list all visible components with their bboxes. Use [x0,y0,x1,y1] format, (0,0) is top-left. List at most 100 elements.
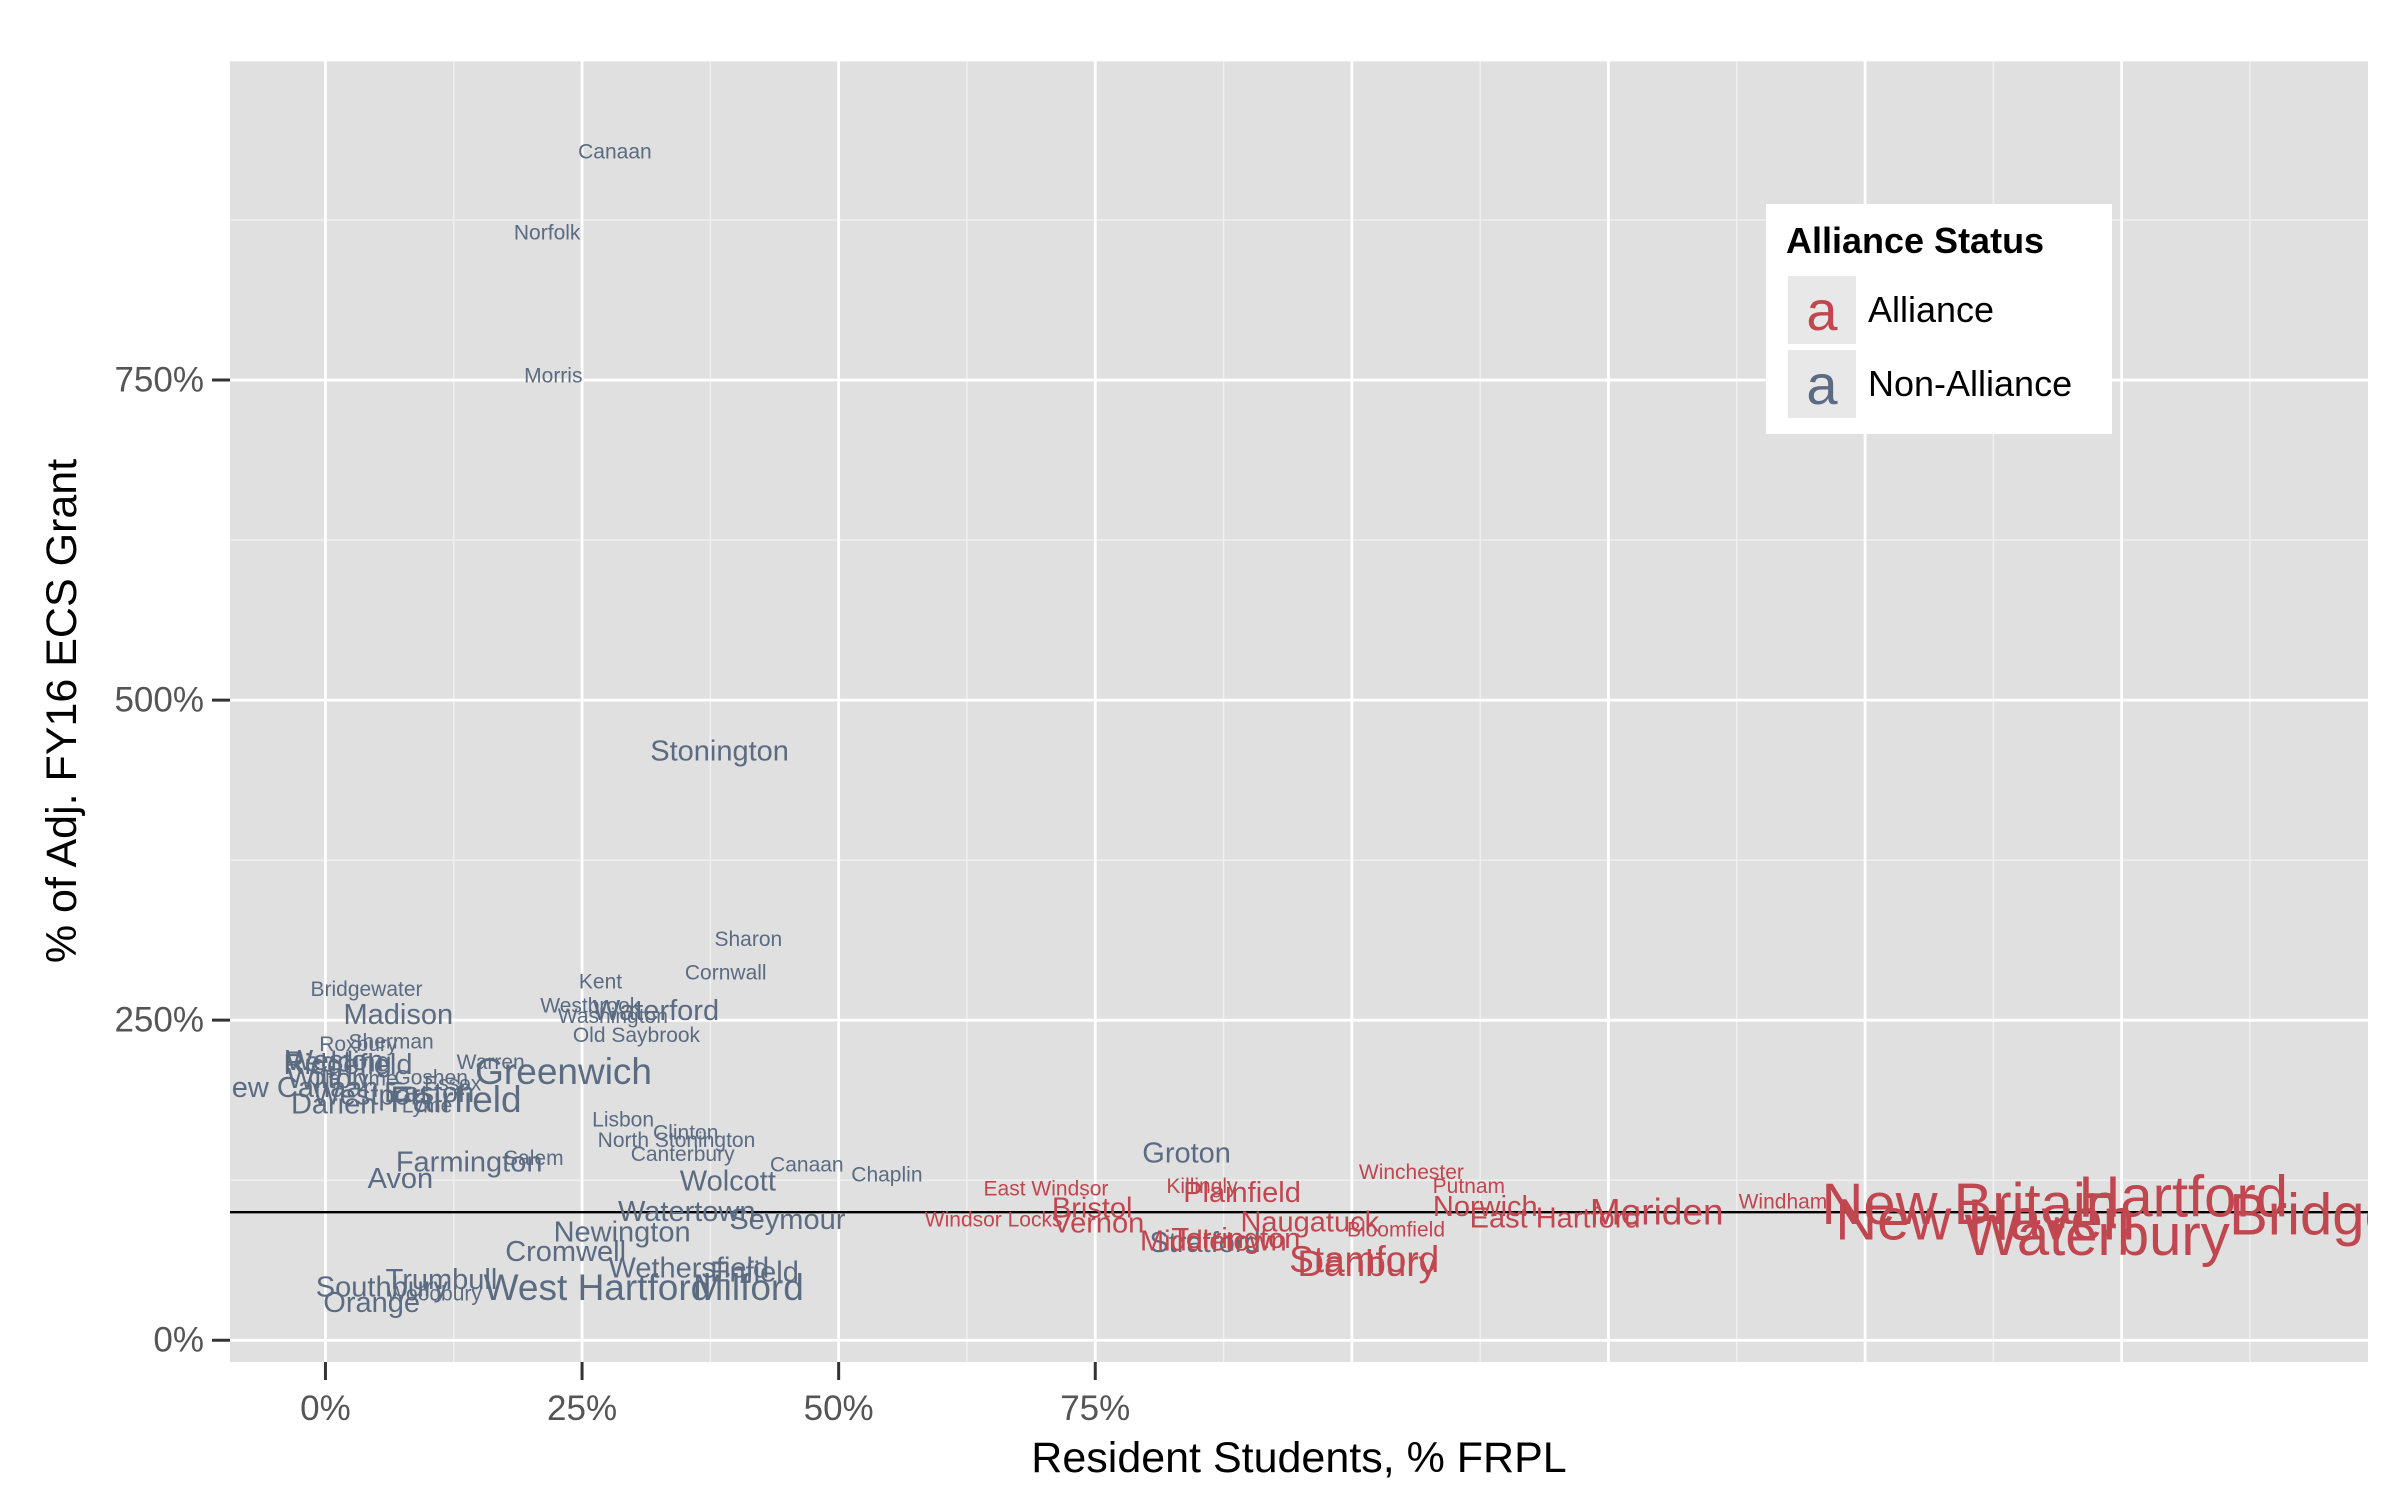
x-axis-title: Resident Students, % FRPL [1031,1434,1566,1482]
point-label: Weston [286,1045,384,1077]
point-label: Stratford [1149,1227,1260,1259]
point-label: Seymour [729,1204,845,1236]
point-label: Bloomfield [1347,1219,1445,1242]
y-tick-label: 750% [114,361,204,400]
point-label: Plainfield [1183,1177,1301,1209]
point-label: Essex [424,1073,482,1096]
point-label: Bristol [1052,1192,1133,1224]
point-label: Sharon [714,928,782,951]
point-label: Westbrook [540,995,640,1018]
point-label: Fairfield [390,1079,522,1120]
point-label: New Canaan [211,1072,379,1104]
x-tick-label: 25% [547,1389,617,1428]
point-label: Salem [504,1147,564,1170]
point-label: Kent [579,970,622,993]
point-label: Greenwich [475,1051,652,1092]
point-label: Naugatuck [1240,1206,1379,1238]
point-label: Hartford [2078,1164,2288,1229]
point-label: Enfield [710,1256,799,1288]
point-label: Torrington [1171,1223,1300,1255]
point-label: East Windsor [984,1178,1109,1201]
point-label: Putnam [1433,1175,1505,1198]
point-label: Newington [554,1217,691,1249]
y-axis: 0% 250% 500% 750% [114,361,230,1360]
point-label: Avon [368,1163,434,1195]
point-label: Darien [291,1089,376,1121]
point-label: Killingly [1166,1175,1238,1198]
point-label: Chaplin [851,1164,922,1187]
point-label: Morris [524,365,582,388]
point-label: Lisbon [592,1109,654,1132]
x-tick-label: 50% [804,1389,874,1428]
point-label: Norfolk [514,221,581,244]
point-label: Roxbury [319,1033,398,1056]
point-label: Cromwell [505,1236,626,1268]
point-label: Orange [323,1287,420,1319]
point-label: Warren [457,1051,525,1074]
point-label: Sherman [349,1030,434,1053]
point-label: Old Saybrook [573,1024,701,1047]
point-label: Windsor Locks [925,1208,1063,1231]
point-label: New Britain [1821,1172,2118,1237]
point-label: North Stonington [598,1129,756,1152]
legend-key-non-alliance [1788,350,1856,418]
y-tick-label: 0% [153,1321,204,1360]
major-gridlines [230,58,2368,1362]
y-tick-label: 250% [114,1001,204,1040]
point-label: Clinton [653,1121,718,1144]
point-label: Canterbury [631,1143,735,1166]
point-label: Goshen [394,1066,468,1089]
legend-key-alliance [1788,276,1856,344]
point-labels: Canaan Norfolk Morris Stonington Sharon Cornw… [211,141,2400,1319]
point-label: Vernon [1052,1208,1144,1240]
x-tick-label: 0% [300,1389,351,1428]
point-label: Groton [1142,1137,1231,1169]
point-label: Farmington [396,1146,543,1178]
point-label: Danbury [1297,1243,1437,1284]
legend-title: Alliance Status [1786,220,2044,261]
x-axis: 0% 25% 50% 75% [300,1362,1130,1428]
point-label: Canaan [578,141,652,164]
point-label: Bridgewater [310,978,422,1001]
point-label: Wolcott [680,1165,776,1197]
point-label: Trumbull [386,1264,498,1296]
point-label: Old Lyme [309,1068,398,1091]
legend-label-non-alliance: Non-Alliance [1868,363,2072,404]
point-label: Easton [384,1077,474,1109]
point-label: Watertown [618,1196,756,1228]
point-label: Stamford [1289,1239,1439,1280]
point-label: Wilton [287,1063,368,1095]
point-label: Middletown [1140,1226,1287,1258]
y-tick-label: 500% [114,681,204,720]
point-label: East Hartford [1470,1203,1641,1235]
point-label: Canaan [770,1153,844,1176]
legend: Alliance Status a Alliance a Non-Allianc… [1766,204,2112,434]
point-label: Windham [1739,1190,1828,1213]
minor-gridlines [230,60,2368,1362]
point-label: Westport [313,1080,429,1112]
point-label: Stonington [650,735,789,767]
point-label: West Hartford [484,1267,712,1308]
point-label: Wethersfield [608,1253,769,1285]
legend-glyph-alliance: a [1806,279,1838,342]
point-label: Meriden [1590,1192,1724,1233]
point-label: New Haven [1835,1187,2135,1252]
point-label: Woodbury [387,1283,483,1306]
point-label: Norwich [1433,1191,1538,1223]
point-label: Winchester [1359,1161,1464,1184]
point-label: Washington [558,1005,668,1028]
point-label: Madison [344,999,454,1031]
point-label: Cornwall [685,961,767,984]
point-label: Southbury [316,1272,449,1304]
legend-glyph-non-alliance: a [1806,353,1838,416]
point-label: Redding [284,1046,392,1078]
point-label: Ridgefield [284,1049,413,1081]
x-tick-label: 75% [1060,1389,1130,1428]
point-label: Waterbury [1964,1203,2229,1268]
point-label: Waterford [593,995,719,1027]
legend-label-alliance: Alliance [1868,289,1994,330]
point-label: Lyme [402,1094,453,1117]
point-label: Bridgeport [2229,1182,2400,1247]
y-axis-title: % of Adj. FY16 ECS Grant [38,459,86,963]
